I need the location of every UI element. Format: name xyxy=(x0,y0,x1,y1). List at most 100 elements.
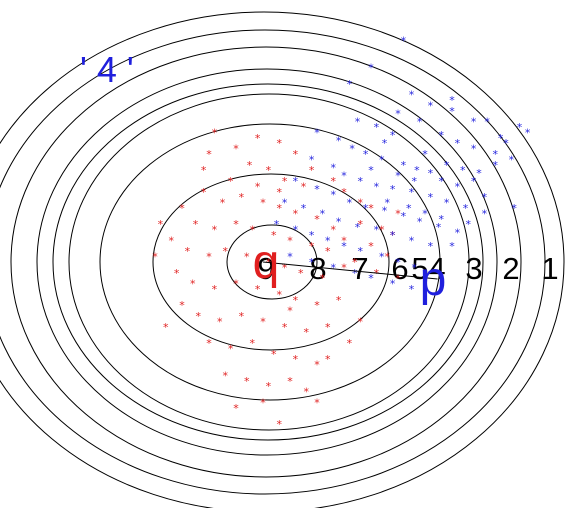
chart-title: ' 4 ' xyxy=(80,49,134,90)
ring-label-2: 2 xyxy=(502,251,519,286)
point-p-92: * xyxy=(449,240,455,253)
point-p-9: * xyxy=(374,121,380,134)
point-p-53: * xyxy=(336,216,342,229)
point-p-11: * xyxy=(395,108,401,121)
point-q-64: * xyxy=(266,380,272,393)
point-q-60: * xyxy=(293,353,299,366)
point-q-26: * xyxy=(309,240,315,253)
point-p-14: * xyxy=(455,137,461,150)
point-p-78: * xyxy=(460,164,466,177)
point-q-94: * xyxy=(395,272,401,285)
point-p-58: * xyxy=(428,240,434,253)
point-q-49: * xyxy=(195,310,201,323)
point-p-6: * xyxy=(484,116,490,129)
point-q-21: * xyxy=(212,224,218,237)
point-p-17: * xyxy=(509,153,515,166)
ring-7 xyxy=(99,123,441,401)
point-p-89: * xyxy=(406,202,412,215)
point-q-86: * xyxy=(276,418,282,431)
point-p-93: * xyxy=(465,218,471,231)
point-q-83: * xyxy=(330,175,336,188)
point-p-73: * xyxy=(390,278,396,291)
point-q-62: * xyxy=(222,369,228,382)
point-q-11: * xyxy=(201,186,207,199)
point-q-27: * xyxy=(325,245,331,258)
point-q-35: * xyxy=(282,261,288,274)
point-q-67: * xyxy=(325,353,331,366)
point-p-63: * xyxy=(341,240,347,253)
point-p-90: * xyxy=(422,207,428,220)
ring-9 xyxy=(226,224,318,300)
point-p-39: * xyxy=(482,207,488,220)
point-q-89: * xyxy=(379,224,385,237)
point-q-7: * xyxy=(266,164,272,177)
point-q-92: * xyxy=(390,229,396,242)
point-q-13: * xyxy=(239,191,245,204)
point-q-25: * xyxy=(287,234,293,247)
series-p-points: ***** ** ** ****** * * **** * * * * ** * **** * * * * * * * *… xyxy=(274,35,531,296)
point-p-57: * xyxy=(409,234,415,247)
point-p-87: * xyxy=(368,164,374,177)
point-p-36: * xyxy=(428,191,434,204)
point-p-27: * xyxy=(455,180,461,193)
point-q-48: * xyxy=(179,299,185,312)
point-p-25: * xyxy=(428,167,434,180)
point-q-73: * xyxy=(357,197,363,210)
point-q-81: * xyxy=(287,305,293,318)
point-q-8: * xyxy=(282,175,288,188)
point-p-49: * xyxy=(455,226,461,239)
point-q-63: * xyxy=(244,375,250,388)
point-p-85: * xyxy=(395,170,401,183)
point-p-84: * xyxy=(482,191,488,204)
point-p-13: * xyxy=(438,129,444,142)
ring-label-9: 9 xyxy=(257,251,274,286)
point-q-3: * xyxy=(206,148,212,161)
point-q-88: * xyxy=(314,396,320,409)
point-q-65: * xyxy=(287,375,293,388)
point-q-58: * xyxy=(249,337,255,350)
point-p-16: * xyxy=(492,148,498,161)
point-p-1: * xyxy=(401,35,407,48)
point-p-52: * xyxy=(320,207,326,220)
point-q-91: * xyxy=(384,251,390,264)
point-p-77: * xyxy=(444,159,450,172)
point-q-68: * xyxy=(347,337,353,350)
point-p-22: * xyxy=(379,153,385,166)
ring-label-1: 1 xyxy=(541,251,558,286)
point-q-80: * xyxy=(309,164,315,177)
point-q-90: * xyxy=(368,202,374,215)
point-q-29: * xyxy=(168,234,174,247)
point-p-2: * xyxy=(368,62,374,75)
point-p-61: * xyxy=(309,229,315,242)
point-p-42: * xyxy=(330,189,336,202)
point-p-86: * xyxy=(411,175,417,188)
point-q-42: * xyxy=(233,278,239,291)
point-q-28: * xyxy=(341,234,347,247)
point-q-36: * xyxy=(298,267,304,280)
point-p-66: * xyxy=(395,256,401,269)
point-p-24: * xyxy=(414,164,420,177)
point-p-30: * xyxy=(330,162,336,175)
point-q-54: * xyxy=(303,326,309,339)
ring-label-6: 6 xyxy=(391,251,408,286)
point-q-18: * xyxy=(330,224,336,237)
ring-8 xyxy=(152,173,390,351)
point-q-32: * xyxy=(222,245,228,258)
point-p-5: * xyxy=(449,105,455,118)
point-p-37: * xyxy=(444,197,450,210)
point-q-79: * xyxy=(255,180,261,193)
point-q-12: * xyxy=(220,197,226,210)
point-p-80: * xyxy=(449,94,455,107)
point-p-47: * xyxy=(417,216,423,229)
point-q-75: * xyxy=(163,321,169,334)
point-q-30: * xyxy=(185,245,191,258)
point-q-37: * xyxy=(320,272,326,285)
point-q-43: * xyxy=(255,283,261,296)
point-q-71: * xyxy=(368,240,374,253)
point-p-26: * xyxy=(438,175,444,188)
point-q-84: * xyxy=(352,256,358,269)
point-p-43: * xyxy=(347,197,353,210)
